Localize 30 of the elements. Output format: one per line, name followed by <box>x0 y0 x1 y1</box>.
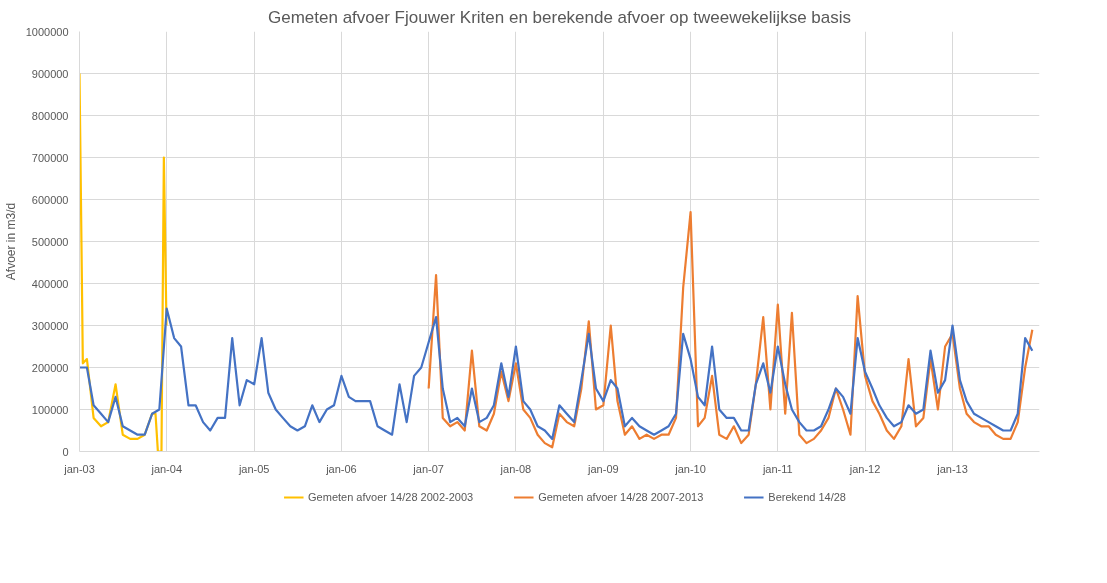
x-tick-label: jan-09 <box>587 462 619 475</box>
line-series <box>427 211 1034 449</box>
x-tick-label: jan-12 <box>848 462 881 475</box>
legend-label: Gemeten afvoer 14/28 2002-2003 <box>308 491 474 503</box>
x-tick-label: jan-06 <box>325 462 357 475</box>
x-tick-label: jan-11 <box>761 462 793 475</box>
x-tick-label: jan-03 <box>63 462 95 475</box>
y-tick-label: 100000 <box>31 403 69 416</box>
legend-label: Gemeten afvoer 14/28 2007-2013 <box>538 491 704 503</box>
y-tick-label: 800000 <box>31 109 69 122</box>
y-tick-label: 200000 <box>31 361 69 374</box>
chart-title: Gemeten afvoer Fjouwer Kriten en berekende afvoer op tweewekelijkse basis <box>267 7 852 27</box>
y-tick-label: 1000000 <box>25 25 69 38</box>
y-tick-label: 500000 <box>31 235 69 248</box>
y-tick-label: 300000 <box>31 319 69 332</box>
line-series <box>79 307 1034 440</box>
y-tick-label: 700000 <box>31 151 69 164</box>
x-tick-label: jan-04 <box>150 462 183 475</box>
y-tick-label: 0 <box>62 445 69 458</box>
x-tick-label: jan-07 <box>412 462 444 475</box>
legend-label: Berekend 14/28 <box>768 491 846 503</box>
y-tick-label: 400000 <box>31 277 69 290</box>
x-tick-label: jan-10 <box>674 462 706 475</box>
line-series <box>79 72 168 452</box>
x-tick-label: jan-08 <box>499 462 532 475</box>
y-axis-title: Afvoer in m3/d <box>3 202 18 281</box>
x-tick-label: jan-13 <box>936 462 968 475</box>
x-tick-label: jan-05 <box>237 462 270 475</box>
y-tick-label: 900000 <box>31 67 69 80</box>
y-tick-label: 600000 <box>31 193 69 206</box>
